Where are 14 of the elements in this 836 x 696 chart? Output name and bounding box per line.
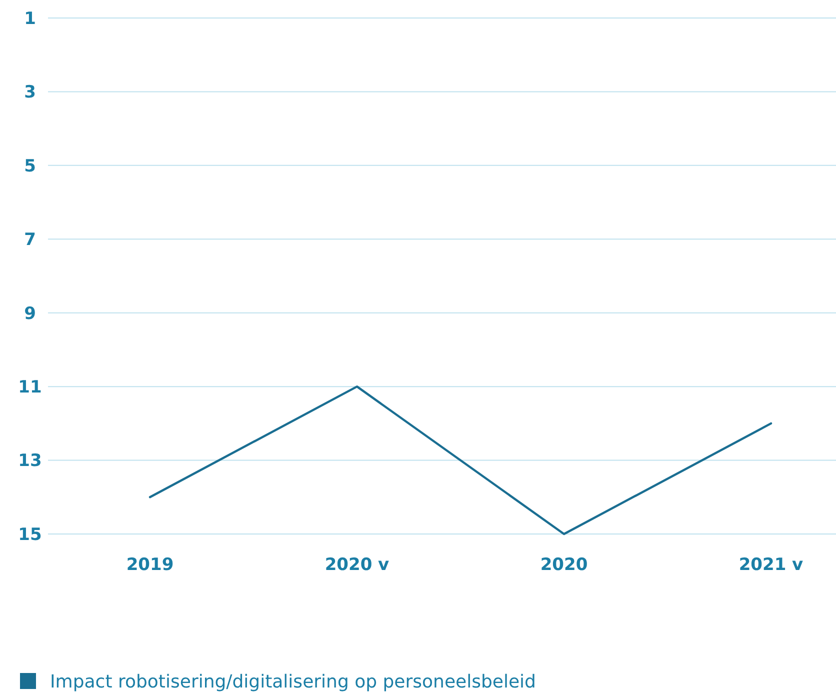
y-tick-label: 15 xyxy=(18,524,42,545)
x-tick-label: 2020 v xyxy=(324,555,390,575)
y-tick-label: 9 xyxy=(24,304,36,324)
y-tick-label: 7 xyxy=(24,230,36,250)
y-tick-label: 5 xyxy=(24,156,36,176)
x-tick-label: 2019 xyxy=(126,555,174,575)
x-tick-label: 2020 xyxy=(540,555,588,575)
legend-label: Impact robotisering/digitalisering op personeelsbeleid xyxy=(50,671,536,692)
y-tick-label: 11 xyxy=(18,378,42,398)
line-series xyxy=(148,385,772,536)
y-tick-label: 3 xyxy=(24,82,36,103)
y-tick-label: 1 xyxy=(24,8,36,29)
y-tick-label: 13 xyxy=(18,451,42,472)
x-tick-label: 2021 v xyxy=(738,555,804,575)
